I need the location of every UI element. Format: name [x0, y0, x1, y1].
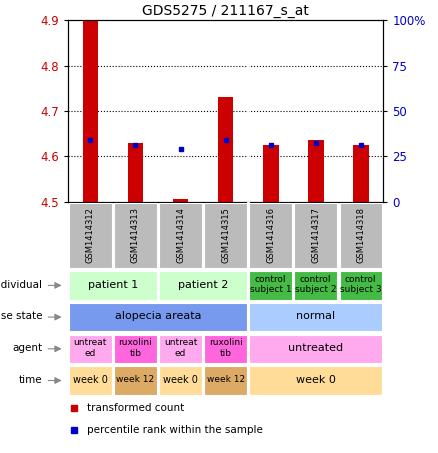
Bar	[339, 271, 382, 300]
Text: week 0: week 0	[296, 375, 336, 385]
Bar	[205, 334, 247, 363]
Text: untreat
ed: untreat ed	[74, 338, 107, 358]
Bar	[114, 203, 157, 268]
Text: GSM1414317: GSM1414317	[311, 207, 320, 263]
Text: GSM1414313: GSM1414313	[131, 207, 140, 263]
Bar	[250, 203, 292, 268]
Text: GSM1414314: GSM1414314	[176, 207, 185, 263]
Bar	[114, 366, 157, 395]
Text: week 12: week 12	[117, 376, 155, 385]
Bar	[69, 366, 112, 395]
Text: GSM1414318: GSM1414318	[356, 207, 365, 263]
Bar	[250, 334, 382, 363]
Bar	[294, 203, 337, 268]
Bar	[218, 97, 233, 202]
Bar	[159, 271, 247, 300]
Title: GDS5275 / 211167_s_at: GDS5275 / 211167_s_at	[142, 4, 309, 18]
Text: ruxolini
tib: ruxolini tib	[208, 338, 243, 358]
Text: untreated: untreated	[288, 343, 343, 353]
Bar	[159, 203, 201, 268]
Text: disease state: disease state	[0, 312, 42, 322]
Bar	[114, 334, 157, 363]
Bar	[159, 334, 201, 363]
Text: alopecia areata: alopecia areata	[115, 312, 201, 322]
Bar	[159, 366, 201, 395]
Bar	[294, 271, 337, 300]
Bar	[205, 203, 247, 268]
Bar	[69, 203, 112, 268]
Text: week 12: week 12	[206, 376, 245, 385]
Text: week 0: week 0	[73, 375, 108, 385]
Text: GSM1414312: GSM1414312	[86, 207, 95, 263]
Text: percentile rank within the sample: percentile rank within the sample	[87, 425, 263, 435]
Text: control
subject 1: control subject 1	[250, 275, 291, 294]
Bar	[173, 199, 188, 202]
Text: patient 1: patient 1	[88, 280, 138, 290]
Bar	[250, 366, 382, 395]
Text: control
subject 3: control subject 3	[340, 275, 381, 294]
Text: time: time	[18, 375, 42, 385]
Bar	[353, 145, 369, 202]
Bar	[127, 143, 143, 202]
Text: patient 2: patient 2	[178, 280, 228, 290]
Bar	[82, 20, 98, 202]
Text: GSM1414315: GSM1414315	[221, 207, 230, 263]
Bar	[263, 145, 279, 202]
Text: agent: agent	[12, 343, 42, 353]
Text: GSM1414316: GSM1414316	[266, 207, 275, 263]
Bar	[69, 334, 112, 363]
Text: individual: individual	[0, 280, 42, 290]
Bar	[69, 271, 157, 300]
Text: untreat
ed: untreat ed	[164, 338, 197, 358]
Bar	[69, 303, 247, 332]
Text: transformed count: transformed count	[87, 403, 184, 413]
Bar	[250, 271, 292, 300]
Text: week 0: week 0	[163, 375, 198, 385]
Bar	[308, 140, 324, 202]
Bar	[339, 203, 382, 268]
Bar	[250, 303, 382, 332]
Text: normal: normal	[296, 312, 335, 322]
Bar	[205, 366, 247, 395]
Text: control
subject 2: control subject 2	[295, 275, 336, 294]
Text: ruxolini
tib: ruxolini tib	[119, 338, 152, 358]
